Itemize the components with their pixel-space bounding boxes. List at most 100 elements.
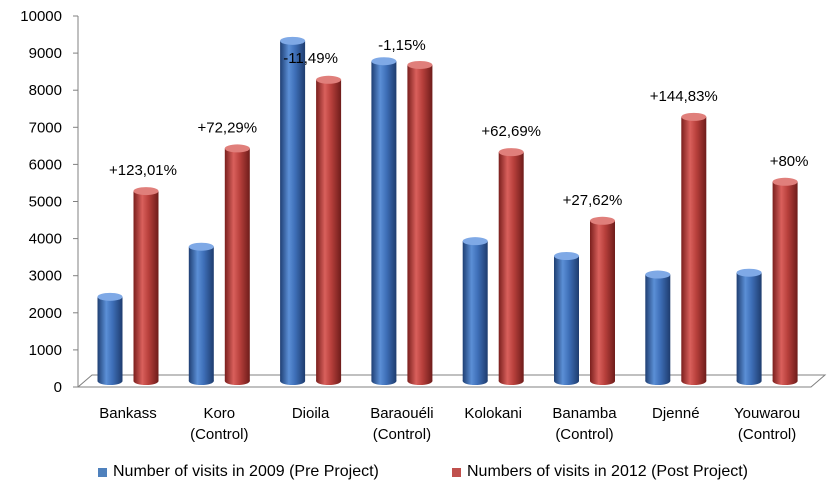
category-label: Baraouéli — [370, 405, 433, 422]
bar-2009-1 — [188, 242, 214, 385]
bar-base — [462, 377, 488, 385]
legend-item-2009: Number of visits in 2009 (Pre Project) — [98, 463, 379, 481]
y-tick-label: 6000 — [29, 156, 62, 173]
bar-body — [736, 272, 762, 381]
legend-swatch-2012 — [452, 467, 461, 477]
bar-top — [97, 292, 123, 301]
bar-2012-4 — [498, 148, 524, 385]
bar-base — [133, 377, 159, 385]
legend-label-2012: Numbers of visits in 2012 (Post Project) — [467, 463, 748, 480]
bar-top — [133, 187, 159, 196]
bar-base — [645, 377, 671, 385]
bar-top — [681, 112, 707, 121]
bar-body — [681, 116, 707, 381]
bar-2009-3 — [371, 57, 397, 385]
bar-2009-2 — [280, 36, 306, 385]
bar-top — [645, 270, 671, 279]
bar-base — [97, 377, 123, 385]
bar-body — [645, 274, 671, 381]
legend-label-2009: Number of visits in 2009 (Pre Project) — [113, 463, 379, 480]
bar-top — [736, 268, 762, 277]
annotation-label: -11,49% — [283, 50, 338, 67]
bar-2012-6 — [681, 112, 707, 385]
annotation-label: -1,15% — [378, 37, 426, 54]
bar-base — [590, 377, 615, 385]
bar-2009-0 — [97, 292, 123, 385]
bar-base — [736, 377, 762, 385]
bar-top — [280, 36, 306, 45]
y-tick-label: 7000 — [29, 119, 62, 136]
bar-top — [407, 60, 433, 69]
bar-base — [498, 377, 524, 385]
category-label: Youwarou — [734, 405, 800, 422]
bar-top — [772, 177, 798, 186]
bar-base — [224, 377, 250, 385]
bars — [97, 36, 798, 385]
category-label: Koro — [203, 405, 235, 422]
y-tick-label: 0 — [54, 379, 62, 396]
bar-base — [554, 377, 579, 385]
y-axis: 0 1000 2000 3000 4000 5000 6000 7000 8000 9000 100… — [20, 8, 79, 396]
category-label: (Control) — [190, 426, 248, 443]
annotation-label: +123,01% — [109, 162, 177, 179]
category-label: (Control) — [373, 426, 431, 443]
bar-2012-0 — [133, 187, 159, 385]
bar-2012-5 — [590, 216, 615, 385]
bar-top — [498, 148, 524, 157]
category-label: Kolokani — [464, 405, 522, 422]
bar-base — [772, 377, 798, 385]
bar-body — [224, 148, 250, 381]
category-label: (Control) — [738, 426, 796, 443]
chart-floor — [76, 374, 827, 388]
annotation-label: +144,83% — [650, 88, 718, 105]
bar-2012-2 — [316, 75, 342, 385]
bar-body — [371, 61, 397, 381]
bar-top — [316, 75, 342, 84]
bar-2012-7 — [772, 177, 798, 385]
bar-body — [590, 220, 615, 381]
category-label: Djenné — [652, 405, 700, 422]
bar-body — [554, 256, 579, 381]
bar-base — [371, 377, 397, 385]
y-tick-label: 8000 — [29, 82, 62, 99]
bar-body — [280, 40, 306, 381]
y-tick-label: 4000 — [29, 231, 62, 248]
bar-2009-5 — [554, 252, 579, 385]
category-label: Banamba — [552, 405, 617, 422]
bar-top — [188, 242, 214, 251]
y-tick-label: 1000 — [29, 342, 62, 359]
bar-2009-7 — [736, 268, 762, 385]
annotation-label: +80% — [770, 153, 809, 170]
x-axis: Bankass Koro (Control) Dioila Baraouéli (Cont… — [99, 405, 800, 443]
bar-body — [772, 181, 798, 381]
legend-swatch-2009 — [98, 467, 107, 477]
bar-top — [554, 252, 579, 261]
legend-item-2012: Numbers of visits in 2012 (Post Project) — [452, 463, 748, 481]
bar-base — [681, 377, 707, 385]
category-label: Dioila — [292, 405, 330, 422]
bar-top — [590, 216, 615, 225]
chart-plot: 0 1000 2000 3000 4000 5000 6000 7000 8000 9000 100… — [20, 8, 827, 443]
y-tick-label: 10000 — [20, 8, 62, 25]
bar-2009-6 — [645, 270, 671, 385]
bar-2012-3 — [407, 60, 433, 385]
bar-body — [188, 246, 214, 381]
bar-body — [407, 64, 433, 381]
annotation-label: +27,62% — [563, 192, 623, 209]
annotation-label: +72,29% — [197, 119, 257, 136]
category-label: (Control) — [555, 426, 613, 443]
bar-body — [498, 152, 524, 381]
bar-body — [133, 191, 159, 381]
bar-2012-1 — [224, 144, 250, 385]
bar-base — [316, 377, 342, 385]
legend: Number of visits in 2009 (Pre Project) N… — [0, 463, 827, 485]
bar-base — [280, 377, 306, 385]
bar-body — [316, 79, 342, 381]
bar-top — [371, 57, 397, 66]
bar-base — [188, 377, 214, 385]
y-tick-label: 2000 — [29, 305, 62, 322]
y-tick-label: 5000 — [29, 194, 62, 211]
bar-top — [224, 144, 250, 153]
y-tick-label: 9000 — [29, 45, 62, 62]
